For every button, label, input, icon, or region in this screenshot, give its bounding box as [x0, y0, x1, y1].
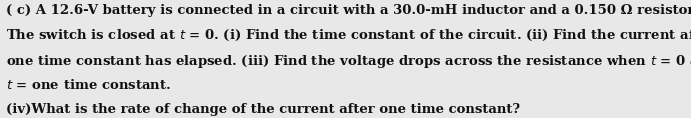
Text: The switch is closed at $t$ = 0. (i) Find the time constant of the circuit. (ii): The switch is closed at $t$ = 0. (i) Fin…	[6, 28, 691, 43]
Text: one time constant has elapsed. (iii) Find the voltage drops across the resistanc: one time constant has elapsed. (iii) Fin…	[6, 53, 691, 70]
Text: $t$ = one time constant.: $t$ = one time constant.	[6, 78, 171, 92]
Text: ( c) A 12.6-V battery is connected in a circuit with a 30.0-mH inductor and a 0.: ( c) A 12.6-V battery is connected in a …	[6, 4, 691, 17]
Text: (iv)What is the rate of change of the current after one time constant?: (iv)What is the rate of change of the cu…	[6, 103, 520, 116]
